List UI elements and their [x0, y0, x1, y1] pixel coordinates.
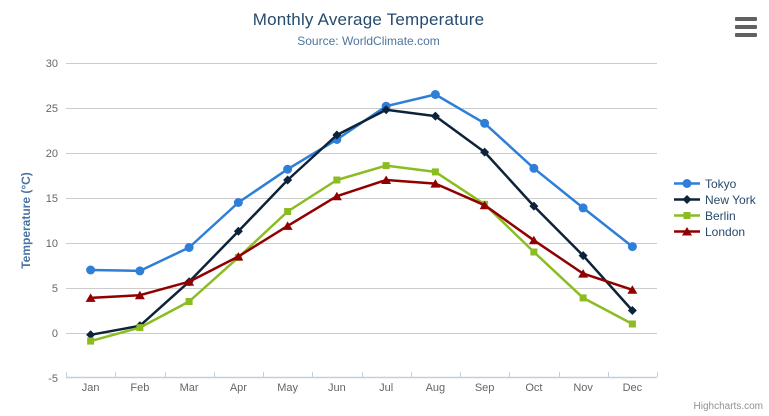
- data-point-marker[interactable]: [282, 221, 293, 230]
- series-line: [89, 164, 634, 343]
- data-point-marker[interactable]: [381, 105, 391, 115]
- data-point-marker[interactable]: [333, 176, 341, 184]
- data-point-marker[interactable]: [479, 200, 490, 210]
- data-point-marker[interactable]: [430, 90, 440, 99]
- legend-marker-shape: [682, 179, 692, 188]
- data-point-marker[interactable]: [85, 293, 96, 302]
- data-point-marker[interactable]: [430, 179, 441, 188]
- credits-link[interactable]: Highcharts.com: [693, 401, 763, 412]
- y-axis-tick-label: 25: [46, 103, 58, 115]
- legend-marker-shape: [682, 227, 692, 236]
- legend-item[interactable]: Berlin: [674, 208, 756, 223]
- data-point-marker[interactable]: [528, 235, 539, 245]
- data-point-marker[interactable]: [284, 208, 292, 215]
- data-point-marker[interactable]: [382, 162, 390, 170]
- x-axis-tick-label: Nov: [573, 382, 593, 394]
- legend-label: Tokyo: [705, 176, 737, 191]
- data-point-marker[interactable]: [627, 306, 637, 315]
- chart-subtitle: Source: WorldClimate.com: [297, 34, 440, 48]
- y-axis-tick-label: -5: [48, 373, 58, 385]
- hamburger-icon: [735, 25, 757, 29]
- legend-marker-shape: [682, 195, 692, 204]
- data-point-marker[interactable]: [628, 320, 636, 328]
- data-point-marker[interactable]: [431, 168, 439, 176]
- data-point-marker[interactable]: [579, 294, 587, 302]
- data-point-marker[interactable]: [530, 248, 538, 256]
- legend-label: New York: [705, 192, 756, 207]
- x-axis-tick-label: Jan: [82, 382, 100, 394]
- y-axis-tick-label: 5: [52, 283, 58, 295]
- data-point-marker[interactable]: [184, 243, 194, 252]
- data-point-marker[interactable]: [480, 118, 490, 128]
- x-axis-tick-label: Jun: [328, 382, 346, 394]
- data-point-marker[interactable]: [233, 252, 244, 261]
- legend-marker-icon: [674, 195, 700, 204]
- series-line: [89, 108, 634, 337]
- data-point-marker[interactable]: [86, 330, 96, 340]
- data-point-marker[interactable]: [184, 277, 195, 286]
- y-axis-tick-label: 20: [46, 148, 58, 160]
- legend-label: London: [705, 224, 746, 239]
- x-axis-tick-label: Dec: [623, 382, 643, 394]
- data-point-marker[interactable]: [381, 175, 392, 185]
- x-axis-tick-label: May: [277, 382, 298, 394]
- x-axis-tick-label: Sep: [475, 382, 495, 394]
- legend-label: Berlin: [705, 208, 736, 223]
- legend-item[interactable]: New York: [674, 192, 756, 207]
- data-point-marker[interactable]: [627, 242, 637, 252]
- legend-marker-icon: [674, 227, 700, 236]
- export-menu-button[interactable]: [735, 17, 757, 37]
- y-axis-title: Temperature (°C): [19, 172, 33, 269]
- y-axis-tick-label: 10: [46, 238, 58, 250]
- y-axis-tick-label: 0: [52, 328, 58, 340]
- data-point-marker[interactable]: [233, 226, 243, 236]
- legend-marker-icon: [674, 212, 700, 219]
- data-point-marker[interactable]: [134, 290, 145, 300]
- hamburger-icon: [735, 33, 757, 37]
- y-axis-tick-label: 15: [46, 193, 58, 205]
- legend-item[interactable]: London: [674, 224, 756, 239]
- series-line: [89, 178, 634, 300]
- legend-marker-shape: [683, 212, 691, 219]
- data-point-marker[interactable]: [430, 111, 440, 121]
- data-point-marker[interactable]: [529, 163, 539, 173]
- legend: Tokyo New York Berlin London: [674, 176, 756, 239]
- data-point-marker[interactable]: [283, 175, 293, 185]
- data-point-marker[interactable]: [136, 324, 144, 332]
- data-point-marker[interactable]: [578, 251, 588, 261]
- data-point-marker[interactable]: [185, 298, 193, 305]
- x-axis-tick-label: Mar: [180, 382, 199, 394]
- data-point-marker[interactable]: [578, 203, 588, 213]
- legend-marker-icon: [674, 179, 700, 188]
- x-axis-tick-label: Feb: [130, 382, 149, 394]
- data-point-marker[interactable]: [283, 164, 293, 174]
- hamburger-icon: [735, 17, 757, 21]
- data-point-marker[interactable]: [135, 266, 145, 276]
- x-axis-tick-label: Jul: [379, 382, 393, 394]
- series-line: [89, 93, 634, 273]
- x-axis-tick-label: Apr: [230, 382, 247, 394]
- data-point-marker[interactable]: [86, 265, 96, 275]
- data-point-marker[interactable]: [331, 191, 342, 201]
- legend-item[interactable]: Tokyo: [674, 176, 756, 191]
- data-point-marker[interactable]: [529, 201, 539, 211]
- data-point-marker[interactable]: [233, 198, 243, 207]
- chart-title: Monthly Average Temperature: [252, 10, 485, 29]
- data-point-marker[interactable]: [87, 337, 95, 345]
- data-point-marker[interactable]: [627, 285, 638, 294]
- x-axis-tick-label: Oct: [525, 382, 542, 394]
- data-point-marker[interactable]: [578, 269, 589, 278]
- y-axis-tick-label: 30: [46, 58, 58, 70]
- data-point-marker[interactable]: [480, 147, 490, 157]
- data-point-marker[interactable]: [332, 130, 342, 140]
- x-axis-tick-label: Aug: [426, 382, 446, 394]
